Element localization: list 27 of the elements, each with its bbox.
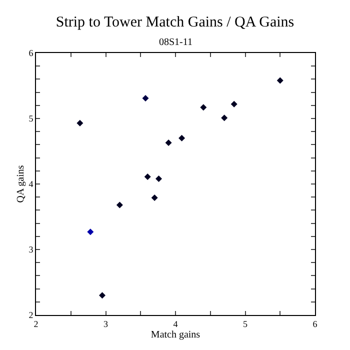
point xyxy=(76,120,84,126)
point xyxy=(178,134,186,142)
point xyxy=(87,228,94,236)
chart-title: Strip to Tower Match Gains / QA Gains xyxy=(56,14,294,30)
point xyxy=(165,139,172,146)
x-tick-label: 4 xyxy=(173,318,178,329)
y-axis-title: QA gains xyxy=(16,165,27,203)
y-tick-label: 6 xyxy=(28,48,34,58)
point xyxy=(151,194,158,202)
point xyxy=(156,176,162,182)
x-tick-label: 3 xyxy=(104,318,108,329)
y-tick-label: 3 xyxy=(28,244,34,255)
point xyxy=(116,202,123,208)
y-tick-label: 2 xyxy=(28,310,34,320)
point xyxy=(144,174,151,180)
x-axis-title: Match gains xyxy=(150,329,200,340)
y-tick-label: 4 xyxy=(28,179,34,190)
point xyxy=(230,100,238,108)
point xyxy=(276,77,284,84)
point xyxy=(221,114,228,122)
point xyxy=(142,94,149,102)
chart-subtitle: 08S1-11 xyxy=(159,37,193,48)
x-tick-label: 5 xyxy=(243,318,248,329)
x-tick-label: 6 xyxy=(312,318,318,329)
point xyxy=(99,292,106,299)
point xyxy=(200,104,207,111)
y-tick-label: 5 xyxy=(28,114,34,124)
